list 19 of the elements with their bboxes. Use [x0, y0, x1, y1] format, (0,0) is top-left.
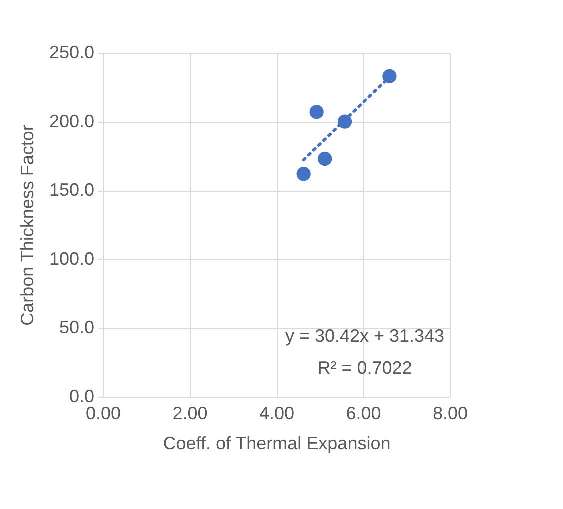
- x-tick-label: 2.00: [172, 404, 208, 424]
- x-tick-label: 6.00: [346, 404, 382, 424]
- y-tick-label: 100.0: [49, 248, 94, 269]
- y-tick-label: 200.0: [49, 111, 94, 132]
- x-tick-label: 4.00: [259, 404, 295, 424]
- x-axis-title: Coeff. of Thermal Expansion: [163, 434, 391, 454]
- y-tick-label: 50.0: [59, 318, 94, 338]
- x-tick-label: 0.00: [86, 404, 122, 424]
- annotation: R² = 0.7022: [318, 358, 412, 378]
- point: [310, 105, 324, 120]
- y-axis-title: Carbon Thickness Factor: [17, 125, 38, 326]
- x-tick-label: 8.00: [432, 404, 468, 424]
- y-tick-label: 0.0: [69, 386, 94, 406]
- point: [318, 152, 332, 166]
- annotation: y = 30.42x + 31.343: [285, 326, 445, 346]
- y-tick-label: 150.0: [49, 180, 94, 200]
- y-tick-label: 250.0: [49, 42, 94, 62]
- point: [382, 69, 397, 84]
- point: [296, 167, 311, 182]
